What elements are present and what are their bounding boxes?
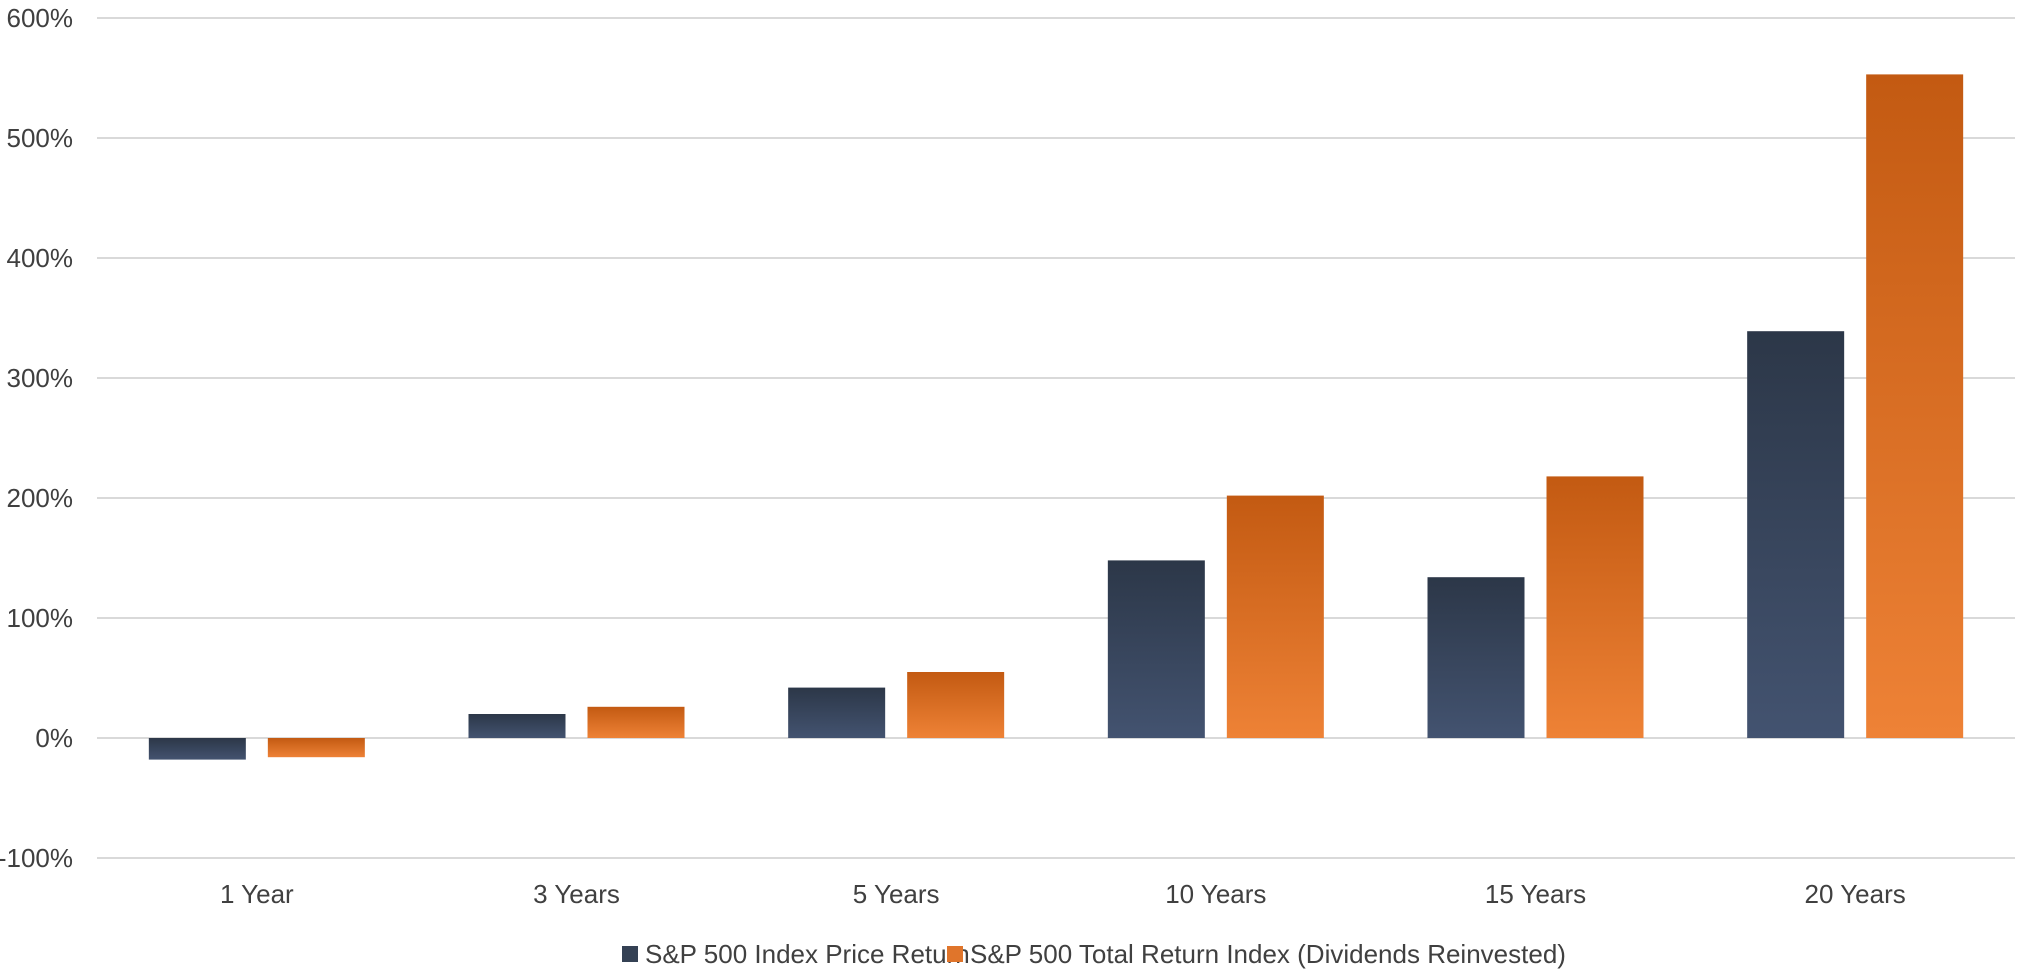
legend-label-total-return: S&P 500 Total Return Index (Dividends Re… <box>970 939 1566 969</box>
legend-swatch-total-return <box>947 946 963 962</box>
bar-price-return <box>468 714 566 738</box>
bars <box>148 74 1964 760</box>
bar-total-return <box>907 672 1005 738</box>
x-tick-label: 10 Years <box>1165 879 1266 909</box>
bar-price-return <box>1747 331 1845 738</box>
bar-total-return <box>1226 495 1324 738</box>
bar-total-return <box>1866 74 1964 738</box>
x-axis-tick-labels: 1 Year 3 Years 5 Years 10 Years 15 Years 20 Y… <box>220 879 1906 909</box>
x-tick-label: 3 Years <box>533 879 620 909</box>
bar-price-return <box>148 738 246 760</box>
bar-total-return <box>1546 476 1644 738</box>
bar-price-return <box>1427 577 1525 738</box>
legend-label-price-return: S&P 500 Index Price Return <box>645 939 970 969</box>
x-tick-label: 1 Year <box>220 879 294 909</box>
bar-price-return <box>788 687 886 738</box>
y-tick-label: 500% <box>7 123 74 153</box>
bar-total-return <box>587 706 685 738</box>
y-tick-label: 100% <box>7 603 74 633</box>
y-axis-tick-labels: -100% 0% 100% 200% 300% 400% 500% 600% <box>0 3 73 873</box>
bar-price-return <box>1107 560 1205 738</box>
y-tick-label: 400% <box>7 243 74 273</box>
x-tick-label: 15 Years <box>1485 879 1586 909</box>
x-tick-label: 5 Years <box>853 879 940 909</box>
y-tick-label: 300% <box>7 363 74 393</box>
y-tick-label: -100% <box>0 843 73 873</box>
y-tick-label: 200% <box>7 483 74 513</box>
legend-swatch-price-return <box>622 946 638 962</box>
bar-total-return <box>267 738 365 758</box>
gridlines <box>97 17 2015 859</box>
y-tick-label: 600% <box>7 3 74 33</box>
legend: S&P 500 Index Price Return S&P 500 Total… <box>622 939 1566 969</box>
y-tick-label: 0% <box>35 723 73 753</box>
x-tick-label: 20 Years <box>1805 879 1906 909</box>
